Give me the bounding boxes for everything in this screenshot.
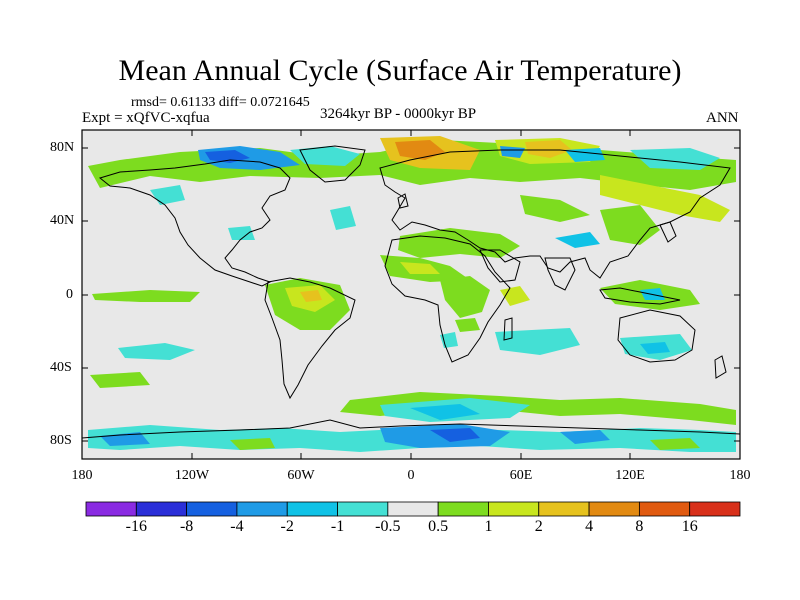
colorbar-label: 1 xyxy=(484,518,493,535)
lon-label: 0 xyxy=(407,468,415,483)
anomaly-region xyxy=(300,290,322,302)
colorbar-label: 16 xyxy=(681,518,698,535)
anomaly-region xyxy=(455,318,480,332)
colorbar-label: -16 xyxy=(125,518,147,535)
lat-label: 40S xyxy=(50,360,72,375)
anomaly-region xyxy=(228,226,255,240)
stats-text: rmsd= 0.61133 diff= 0.0721645 xyxy=(131,95,310,110)
lon-label: 180 xyxy=(71,468,93,483)
lon-label: 180 xyxy=(729,468,751,483)
colorbar-swatch xyxy=(135,501,188,517)
coastline-eurasia xyxy=(379,149,731,279)
anomaly-region xyxy=(440,276,490,318)
anomaly-region xyxy=(340,392,736,425)
anomaly-region xyxy=(500,286,530,306)
anomaly-region xyxy=(118,343,195,360)
coastline-australia xyxy=(617,309,696,363)
anomaly-region xyxy=(330,206,356,230)
anomaly-region xyxy=(410,404,480,420)
anomaly-region xyxy=(90,372,150,388)
anomaly-region xyxy=(495,328,580,355)
anomaly-region xyxy=(520,195,590,222)
colorbar-label: -4 xyxy=(230,518,244,535)
colorbar-label: -1 xyxy=(330,518,345,535)
lat-label: 0 xyxy=(66,287,73,302)
anomaly-region xyxy=(230,438,275,450)
plot-title: Mean Annual Cycle (Surface Air Temperatu… xyxy=(118,54,682,87)
anomaly-region xyxy=(600,205,660,245)
anomaly-region xyxy=(430,428,480,442)
colorbar-swatch xyxy=(186,501,238,517)
colorbar-swatch xyxy=(85,501,137,517)
anomaly-region xyxy=(290,146,360,166)
coastline-indonesia xyxy=(599,287,681,305)
coastlines xyxy=(81,145,741,439)
colorbar-label: -8 xyxy=(179,518,194,535)
colorbar-swatch xyxy=(337,501,389,517)
lon-label: 60E xyxy=(509,468,533,483)
colorbar-label: 0.5 xyxy=(428,518,449,535)
anomaly-region xyxy=(500,146,525,158)
season-label: ANN xyxy=(706,110,739,126)
anomaly-region xyxy=(205,150,250,163)
colorbar-label: -2 xyxy=(280,518,294,535)
anomaly-region xyxy=(650,438,700,450)
colorbar-swatch xyxy=(286,501,338,517)
anomaly-region xyxy=(92,290,200,302)
coastline-africa xyxy=(384,235,511,363)
anomaly-region xyxy=(555,232,600,248)
coastline-south-america xyxy=(264,277,356,400)
colorbar-swatch xyxy=(588,501,640,517)
colorbar-label: -0.5 xyxy=(375,518,401,535)
colorbar-swatch xyxy=(437,501,489,517)
coastline-north-america xyxy=(98,159,291,287)
lon-label: 120W xyxy=(174,468,210,483)
colorbar-swatch xyxy=(638,501,691,517)
colorbar-swatch xyxy=(236,501,288,517)
coastline-greenland xyxy=(299,145,366,183)
lat-label: 40N xyxy=(50,213,75,228)
anomaly-region xyxy=(600,175,730,222)
anomaly-region xyxy=(400,262,440,274)
period-label: 3264kyr BP - 0000kyr BP xyxy=(320,106,477,122)
colorbar-swatch xyxy=(538,501,590,517)
axis-ticks xyxy=(82,130,740,459)
anomaly-region xyxy=(560,430,610,444)
coastline-new-zealand xyxy=(714,355,727,379)
lon-label: 120E xyxy=(615,468,645,483)
colorbar-label: 8 xyxy=(635,518,644,535)
colorbar-swatch xyxy=(689,501,741,517)
anomaly-fields xyxy=(88,136,736,452)
colorbar-label: 4 xyxy=(585,518,594,535)
colorbar-swatch xyxy=(387,501,439,517)
colorbar-swatch xyxy=(488,501,540,517)
coastline-arabia xyxy=(479,249,521,283)
colorbar-label: 2 xyxy=(534,518,543,535)
anomaly-region xyxy=(640,342,670,354)
anomaly-region xyxy=(525,140,572,158)
lat-label: 80N xyxy=(50,140,75,155)
experiment-label: Expt = xQfVC-xqfua xyxy=(82,110,210,126)
anomaly-region xyxy=(150,185,185,205)
coastline-antarctica xyxy=(81,419,741,439)
coastline-madagascar xyxy=(503,317,513,341)
lat-label: 80S xyxy=(50,433,72,448)
coastline-india xyxy=(544,257,576,291)
colorbar-swatches xyxy=(85,501,741,517)
coastline-uk xyxy=(397,193,409,209)
coastline-japan xyxy=(659,221,677,243)
lon-label: 60W xyxy=(287,468,315,483)
